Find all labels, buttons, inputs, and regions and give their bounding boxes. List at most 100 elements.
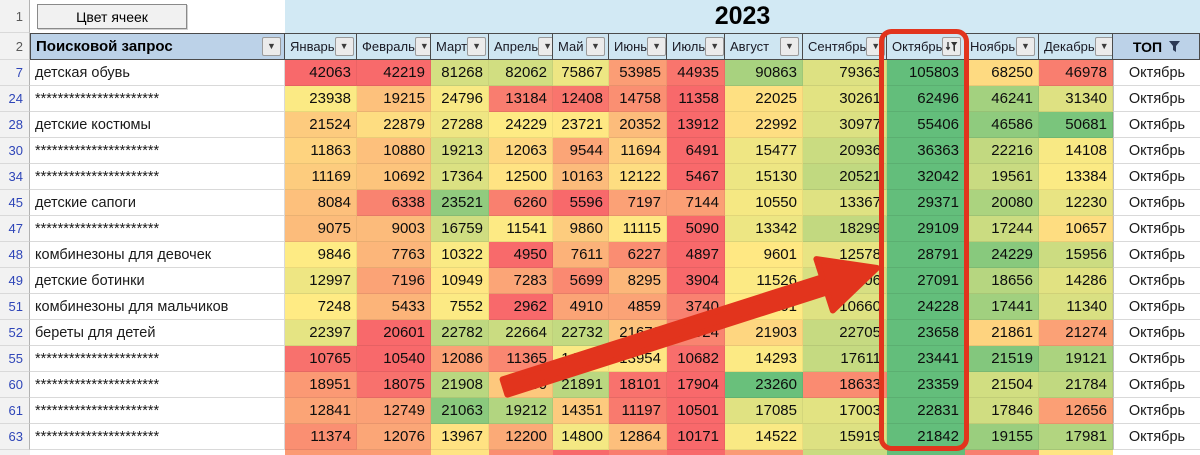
data-cell[interactable]: 5699 xyxy=(553,268,609,294)
data-cell[interactable]: 22992 xyxy=(725,112,803,138)
autofilter-dropdown-icon[interactable]: ▼ xyxy=(1094,37,1112,56)
autofilter-dropdown-icon[interactable]: ▼ xyxy=(647,37,666,56)
data-cell[interactable]: 44935 xyxy=(667,60,725,86)
data-cell[interactable]: 7763 xyxy=(357,242,431,268)
data-cell[interactable]: 22025 xyxy=(725,86,803,112)
data-cell[interactable]: 20924 xyxy=(667,320,725,346)
data-cell[interactable]: 29371 xyxy=(887,190,965,216)
row-number[interactable]: 34 xyxy=(0,164,30,190)
data-cell[interactable]: 12864 xyxy=(609,424,667,450)
data-cell[interactable]: 7201 xyxy=(725,294,803,320)
data-cell[interactable]: 81268 xyxy=(431,60,489,86)
data-cell[interactable]: 3904 xyxy=(667,268,725,294)
data-cell[interactable]: 4897 xyxy=(667,242,725,268)
data-cell[interactable]: 18656 xyxy=(965,268,1039,294)
data-cell[interactable]: 12408 xyxy=(553,86,609,112)
data-cell[interactable]: 18101 xyxy=(609,372,667,398)
data-cell[interactable]: 6491 xyxy=(667,138,725,164)
column-header-month-1[interactable]: Январь ▼ xyxy=(285,33,357,60)
data-cell[interactable]: 13384 xyxy=(1039,164,1113,190)
data-cell[interactable]: 23441 xyxy=(887,346,965,372)
data-cell[interactable]: 46978 xyxy=(1039,60,1113,86)
column-header-month-11[interactable]: Ноябрь ▼ xyxy=(965,33,1039,60)
top-month-cell[interactable]: Октябрь xyxy=(1113,320,1200,346)
row-number[interactable]: 7 xyxy=(0,60,30,86)
data-cell[interactable]: 18075 xyxy=(357,372,431,398)
data-cell[interactable]: 2962 xyxy=(489,294,553,320)
data-cell[interactable]: 17611 xyxy=(803,346,887,372)
data-cell[interactable]: 22397 xyxy=(285,320,357,346)
data-cell[interactable]: 62496 xyxy=(887,86,965,112)
data-cell[interactable]: 11358 xyxy=(667,86,725,112)
column-header-month-6[interactable]: Июнь ▼ xyxy=(609,33,667,60)
data-cell[interactable]: 12086 xyxy=(431,346,489,372)
data-cell[interactable]: 11197 xyxy=(609,398,667,424)
data-cell[interactable]: 5467 xyxy=(667,164,725,190)
row-number[interactable]: 52 xyxy=(0,320,30,346)
data-cell[interactable]: 19121 xyxy=(1039,346,1113,372)
data-cell[interactable]: 13184 xyxy=(489,86,553,112)
data-cell[interactable]: 19960 xyxy=(489,372,553,398)
data-cell[interactable]: 10682 xyxy=(667,346,725,372)
top-month-cell[interactable]: Октябрь xyxy=(1113,138,1200,164)
autofilter-dropdown-icon[interactable]: ▼ xyxy=(334,37,354,56)
data-cell[interactable]: 46586 xyxy=(965,112,1039,138)
data-cell[interactable]: 21891 xyxy=(553,372,609,398)
column-header-month-9[interactable]: Сентябрь ▼ xyxy=(803,33,887,60)
data-cell[interactable]: 12122 xyxy=(609,164,667,190)
data-cell[interactable]: 17364 xyxy=(431,164,489,190)
row-number[interactable]: 28 xyxy=(0,112,30,138)
column-header-query[interactable]: Поисковой запрос ▼ xyxy=(30,33,285,60)
data-cell[interactable]: 22879 xyxy=(357,112,431,138)
row-number[interactable]: 2 xyxy=(0,33,30,60)
data-cell[interactable]: 10163 xyxy=(553,164,609,190)
data-cell[interactable]: 105803 xyxy=(887,60,965,86)
data-cell[interactable]: 23938 xyxy=(285,86,357,112)
data-cell[interactable]: 10550 xyxy=(725,190,803,216)
data-cell[interactable]: 27288 xyxy=(431,112,489,138)
data-cell[interactable]: 19561 xyxy=(965,164,1039,190)
data-cell[interactable]: 22831 xyxy=(887,398,965,424)
data-cell[interactable]: 17441 xyxy=(965,294,1039,320)
data-cell[interactable]: 17904 xyxy=(667,372,725,398)
data-cell[interactable]: 14293 xyxy=(725,346,803,372)
top-month-cell[interactable]: Октябрь xyxy=(1113,346,1200,372)
data-cell[interactable]: 11365 xyxy=(489,346,553,372)
data-cell[interactable]: 7144 xyxy=(667,190,725,216)
data-cell[interactable]: 15477 xyxy=(725,138,803,164)
data-cell[interactable]: 9075 xyxy=(285,216,357,242)
row-number[interactable]: 30 xyxy=(0,138,30,164)
top-month-cell[interactable]: Октябрь xyxy=(1113,398,1200,424)
query-cell[interactable]: ********************** xyxy=(30,138,285,164)
autofilter-dropdown-icon[interactable]: ▼ xyxy=(705,37,724,56)
data-cell[interactable]: 21524 xyxy=(285,112,357,138)
top-month-cell[interactable]: Октябрь xyxy=(1113,294,1200,320)
column-header-month-10[interactable]: Октябрь xyxy=(887,33,965,60)
data-cell[interactable]: 15306 xyxy=(803,268,887,294)
data-cell[interactable]: 75867 xyxy=(553,60,609,86)
data-cell[interactable]: 55406 xyxy=(887,112,965,138)
data-cell[interactable]: 24229 xyxy=(965,242,1039,268)
data-cell[interactable]: 9846 xyxy=(285,242,357,268)
row-number[interactable]: 1 xyxy=(0,0,30,33)
data-cell[interactable]: 20521 xyxy=(803,164,887,190)
data-cell[interactable]: 23521 xyxy=(431,190,489,216)
data-cell[interactable]: 4859 xyxy=(609,294,667,320)
autofilter-dropdown-icon[interactable]: ▼ xyxy=(538,37,552,56)
data-cell[interactable]: 21519 xyxy=(965,346,1039,372)
data-cell[interactable]: 5433 xyxy=(357,294,431,320)
column-header-month-7[interactable]: Июль ▼ xyxy=(667,33,725,60)
data-cell[interactable]: 12578 xyxy=(803,242,887,268)
filter-applied-icon[interactable] xyxy=(1168,40,1181,53)
top-month-cell[interactable]: Октябрь xyxy=(1113,112,1200,138)
query-cell[interactable]: детская обувь xyxy=(30,60,285,86)
data-cell[interactable]: 11541 xyxy=(489,216,553,242)
data-cell[interactable]: 22705 xyxy=(803,320,887,346)
data-cell[interactable]: 53985 xyxy=(609,60,667,86)
query-cell[interactable]: комбинезоны для мальчиков xyxy=(30,294,285,320)
column-header-month-8[interactable]: Август ▼ xyxy=(725,33,803,60)
data-cell[interactable]: 13967 xyxy=(431,424,489,450)
data-cell[interactable]: 10657 xyxy=(1039,216,1113,242)
cell-color-button[interactable]: Цвет ячеек xyxy=(37,4,187,29)
data-cell[interactable]: 14286 xyxy=(1039,268,1113,294)
